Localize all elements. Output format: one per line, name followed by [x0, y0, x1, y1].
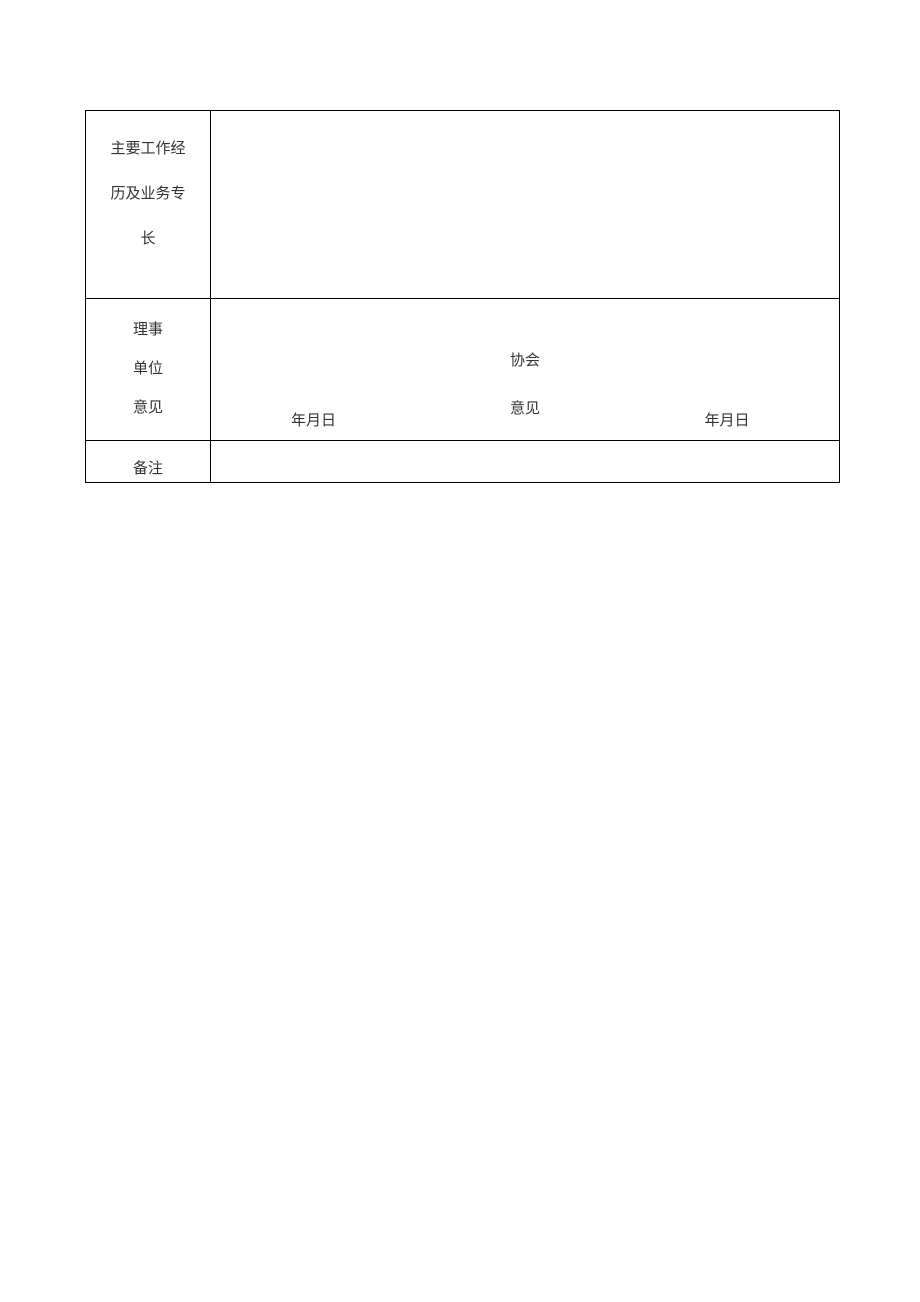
- date-association-opinion: 年月日: [704, 409, 749, 430]
- row-work-experience: 主要工作经历及业务专长: [86, 111, 840, 299]
- cell-remarks-content: [211, 441, 840, 483]
- label-director-unit-opinion: 理事单位意见: [86, 299, 211, 441]
- cell-director-opinion-content: 年月日: [211, 299, 436, 441]
- form-table: 主要工作经历及业务专长 理事单位意见 年月日 协会意见 年月日 备注: [85, 110, 840, 483]
- label-remarks-text: 备注: [133, 461, 163, 477]
- date-director-opinion: 年月日: [291, 409, 336, 430]
- cell-work-experience-content: [211, 111, 840, 299]
- cell-association-opinion-label: 协会意见: [435, 299, 615, 441]
- row-remarks: 备注: [86, 441, 840, 483]
- document-page: 主要工作经历及业务专长 理事单位意见 年月日 协会意见 年月日 备注: [0, 0, 920, 483]
- label-director-unit-opinion-text: 理事单位意见: [133, 322, 163, 416]
- cell-association-opinion-content: 年月日: [615, 299, 840, 441]
- label-work-experience: 主要工作经历及业务专长: [86, 111, 211, 299]
- label-remarks: 备注: [86, 441, 211, 483]
- row-opinions: 理事单位意见 年月日 协会意见 年月日: [86, 299, 840, 441]
- label-work-experience-text: 主要工作经历及业务专长: [110, 141, 185, 247]
- label-association-opinion-text: 协会意见: [510, 337, 540, 433]
